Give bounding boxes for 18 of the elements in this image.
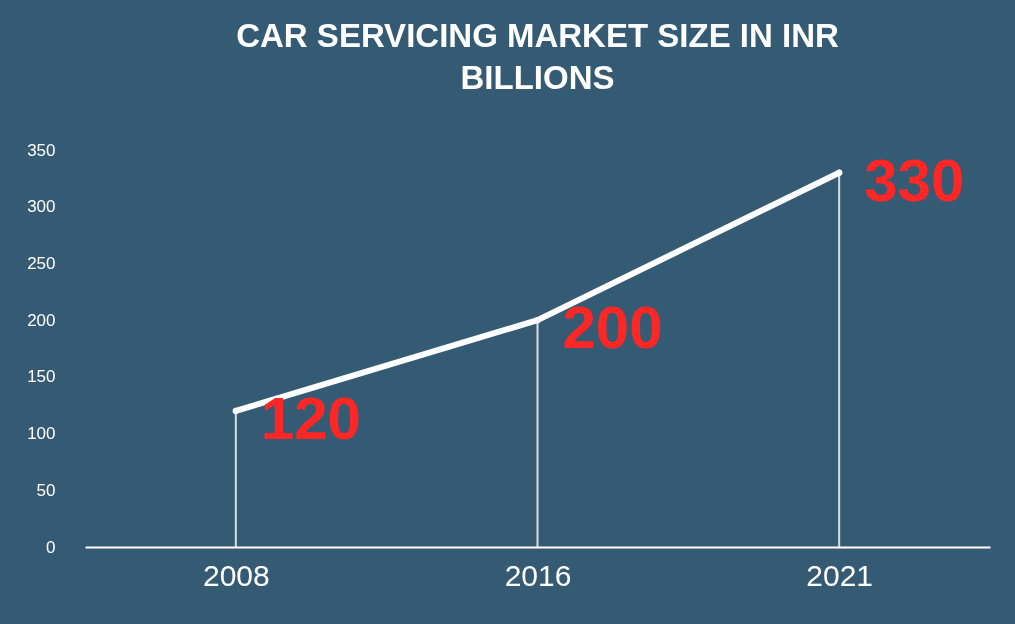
y-tick-label: 100 [27, 424, 56, 444]
data-label: 200 [562, 294, 663, 362]
x-tick-label: 2008 [202, 558, 270, 592]
y-tick-label: 200 [27, 310, 56, 330]
point [836, 169, 843, 176]
chart-title: CAR SERVICING MARKET SIZE IN INR BILLIONS [236, 17, 839, 96]
data-label: 120 [260, 384, 361, 452]
y-tick-label: 250 [27, 253, 56, 273]
x-tick-label: 2016 [504, 558, 572, 592]
point [232, 407, 239, 415]
y-tick-label: 350 [27, 140, 56, 160]
point [534, 316, 541, 324]
y-tick-label: 300 [27, 197, 56, 217]
x-tick-label: 2021 [806, 558, 874, 592]
y-tick-label: 0 [46, 537, 56, 557]
y-tick-label: 50 [36, 480, 56, 500]
data-label: 330 [864, 146, 965, 214]
y-tick-label: 150 [27, 367, 56, 387]
